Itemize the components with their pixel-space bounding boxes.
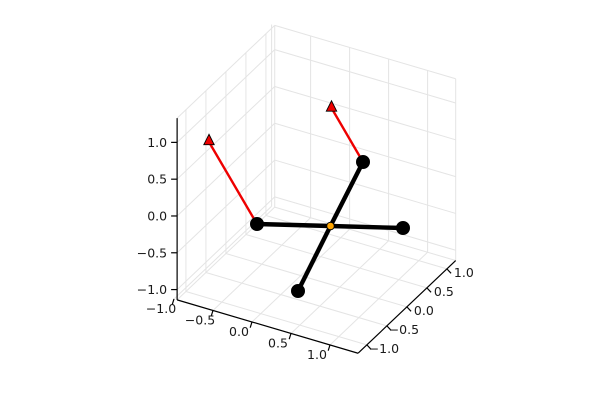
y-tick-mark <box>386 325 392 331</box>
grid-line-wall-right <box>274 85 456 141</box>
x-tick-mark <box>327 344 331 351</box>
x-tick-mark <box>249 321 253 328</box>
y-tick-label: 0.0 <box>414 303 434 318</box>
grid-line-wall-left <box>176 86 276 180</box>
x-tick-label: 0.0 <box>229 324 249 339</box>
grid-line-wall-left <box>176 49 276 143</box>
grid-line-wall-right <box>274 159 456 214</box>
x-axis-spine <box>176 299 359 354</box>
grid-line-floor <box>245 234 428 289</box>
box-edge <box>176 25 276 119</box>
y-tick-label: 1.0 <box>454 265 474 280</box>
red-vector-2-line <box>330 106 365 164</box>
grid-lines <box>173 24 457 346</box>
x-tick-mark <box>210 310 214 317</box>
z-tick-label: 1.0 <box>147 135 167 150</box>
x-tick-mark <box>288 333 292 340</box>
axes: −1.0−0.50.00.51.0 −1.0−0.50.00.51.0−1.0−0… <box>137 118 474 362</box>
grid-line-wall-left <box>176 196 276 290</box>
z-tick-label: 0.0 <box>147 208 167 223</box>
y-tick-mark <box>406 306 412 312</box>
z-tick-label: −1.0 <box>137 282 167 297</box>
z-tick-label: 0.5 <box>147 172 167 187</box>
grid-line-floor <box>205 272 388 327</box>
grid-line-wall-right <box>274 196 456 251</box>
box-edge <box>274 206 456 262</box>
grid-line-floor <box>185 291 368 346</box>
arm-end-dot-right-marker <box>396 221 410 235</box>
data-series <box>203 99 410 298</box>
y-tick-mark <box>446 268 452 274</box>
y-tick-mark <box>366 344 372 350</box>
x-tick-label: −0.5 <box>185 312 215 327</box>
center-dot-marker <box>326 221 335 231</box>
grid-line-floor <box>225 253 408 308</box>
x-tick-label: 1.0 <box>307 347 327 362</box>
grid-line-wall-right <box>274 49 456 104</box>
y-tick-mark <box>426 287 432 293</box>
arm-end-dot-left-marker <box>250 217 264 231</box>
red-vector-1-line <box>207 140 259 226</box>
arrow-head-2-marker <box>325 99 338 112</box>
x-tick-label: −1.0 <box>146 301 176 316</box>
z-tick-label: −0.5 <box>137 245 167 260</box>
arm-end-dot-top-marker <box>356 155 370 169</box>
y-tick-label: 0.5 <box>434 284 454 299</box>
y-tick-label: −0.5 <box>389 322 419 337</box>
grid-line-wall-left <box>176 159 276 254</box>
y-tick-label: −1.0 <box>369 341 399 356</box>
y-axis-spine <box>357 260 457 354</box>
x-tick-mark <box>171 298 175 305</box>
box-edge <box>274 24 456 80</box>
grid-line-wall-right <box>274 122 456 178</box>
x-tick-label: 0.5 <box>268 335 288 350</box>
arrow-head-1-marker <box>203 133 215 146</box>
arm-end-dot-bottom-marker <box>291 284 305 298</box>
